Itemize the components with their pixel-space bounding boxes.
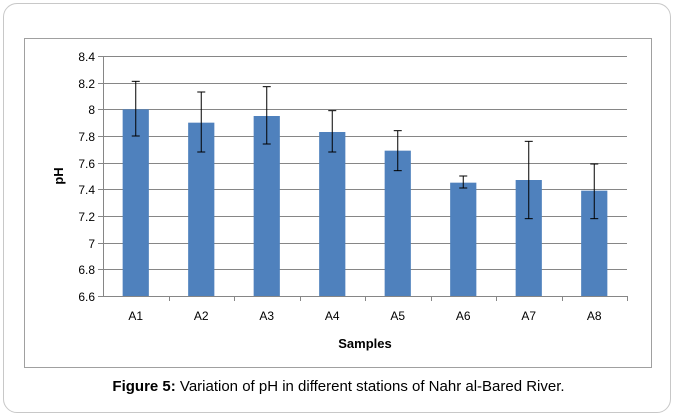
axis-labels: 6.6 6.8 7 7.2 7.4 7.6 7.8 8 8.2 8.4 A1 A2 A3 A4 A5 A6 A7… [51, 50, 602, 351]
x-tick-label: A4 [325, 309, 340, 323]
x-axis-title: Samples [338, 336, 391, 351]
y-tick-label: 8.4 [78, 50, 95, 64]
caption-text: Variation of pH in different stations of… [175, 378, 565, 395]
error-bars [131, 80, 599, 220]
x-tick-label: A1 [128, 309, 143, 323]
error-bar-a5 [393, 130, 402, 172]
bar-a6 [450, 182, 477, 296]
bar-a4 [319, 132, 346, 296]
error-bar-a4 [328, 110, 337, 153]
x-tick-label: A8 [587, 309, 602, 323]
bar-a3 [253, 116, 280, 296]
y-tick-label: 7.2 [78, 210, 95, 224]
ph-bar-chart: 6.6 6.8 7 7.2 7.4 7.6 7.8 8 8.2 8.4 A1 A2 A3 A4 A5 A6 A7… [51, 50, 628, 351]
caption-label: Figure 5: [112, 378, 176, 395]
y-tick-label: 8.2 [78, 77, 95, 91]
error-bar-a2 [197, 91, 206, 153]
x-tick-label: A5 [390, 309, 405, 323]
y-tick-label: 7 [88, 237, 95, 251]
error-bar-a3 [262, 86, 271, 145]
x-tick-label: A3 [259, 309, 274, 323]
figure-caption: Figure 5: Variation of pH in different s… [0, 378, 677, 395]
y-tick-label: 7.4 [78, 183, 95, 197]
bar-a1 [122, 109, 149, 296]
error-bar-a1 [131, 80, 140, 137]
gridlines [103, 56, 627, 297]
x-tick-label: A2 [194, 309, 209, 323]
error-bar-a8 [590, 163, 599, 220]
y-tick-label: 6.6 [78, 290, 95, 304]
axes [98, 56, 628, 301]
x-tick-label: A6 [456, 309, 471, 323]
y-tick-label: 7.6 [78, 157, 95, 171]
x-tick-label: A7 [521, 309, 536, 323]
bars [122, 109, 608, 297]
y-tick-label: 6.8 [78, 263, 95, 277]
y-tick-label: 8 [88, 103, 95, 117]
y-axis-title: pH [51, 167, 66, 184]
y-tick-label: 7.8 [78, 130, 95, 144]
bar-a5 [384, 150, 411, 296]
chart-area: 6.6 6.8 7 7.2 7.4 7.6 7.8 8 8.2 8.4 A1 A2 A3 A4 A5 A6 A7… [24, 38, 652, 368]
error-bar-a7 [524, 140, 533, 220]
error-bar-a6 [459, 175, 468, 189]
